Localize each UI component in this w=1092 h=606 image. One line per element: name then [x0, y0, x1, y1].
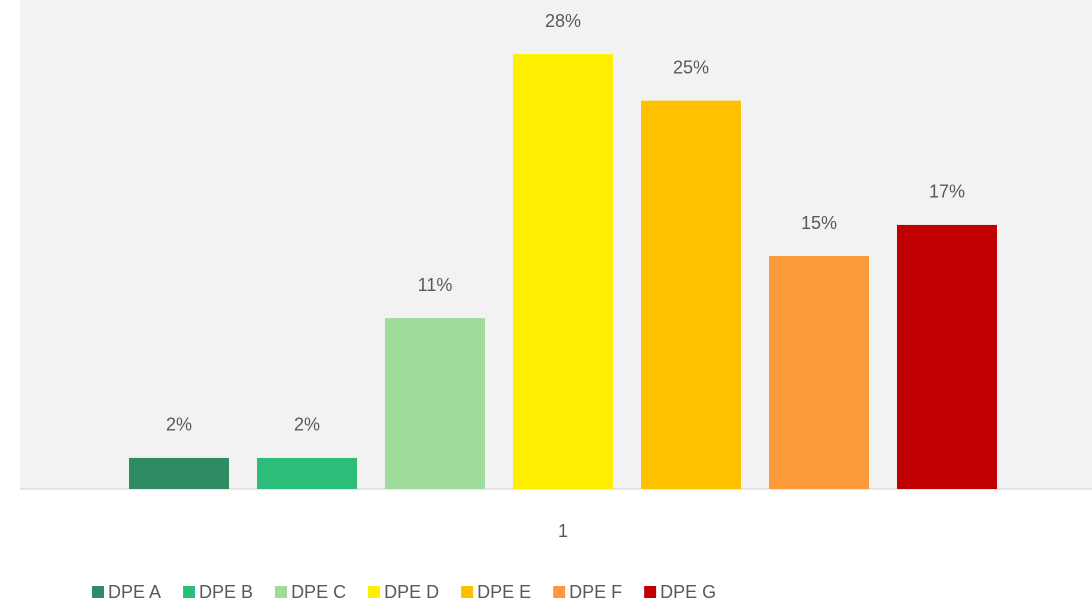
data-label: 28% [545, 11, 581, 31]
legend-label: DPE D [384, 582, 439, 602]
legend-label: DPE A [108, 582, 161, 602]
bar [897, 224, 997, 489]
legend-swatch [644, 586, 657, 598]
bar [129, 457, 229, 489]
legend-label: DPE C [291, 582, 346, 602]
data-label: 2% [294, 415, 320, 435]
legend-swatch [92, 586, 104, 598]
legend-label: DPE B [199, 582, 253, 602]
legend-swatch [183, 586, 196, 598]
data-label: 15% [801, 213, 837, 233]
bar [513, 54, 613, 490]
x-tick-label: 1 [558, 521, 568, 541]
data-label: 25% [673, 57, 709, 77]
legend-label: DPE F [569, 582, 622, 602]
legend-label: DPE E [477, 582, 531, 602]
bar [257, 457, 357, 489]
legend-swatch [275, 586, 288, 598]
bar [769, 256, 869, 489]
legend-label: DPE G [660, 582, 716, 602]
legend-swatch [461, 586, 474, 598]
legend-swatch [553, 586, 566, 598]
data-label: 17% [929, 182, 965, 202]
data-label: 2% [166, 415, 192, 435]
bar [641, 100, 741, 490]
legend-swatch [368, 586, 381, 598]
bar [385, 318, 485, 489]
data-label: 11% [418, 275, 453, 295]
